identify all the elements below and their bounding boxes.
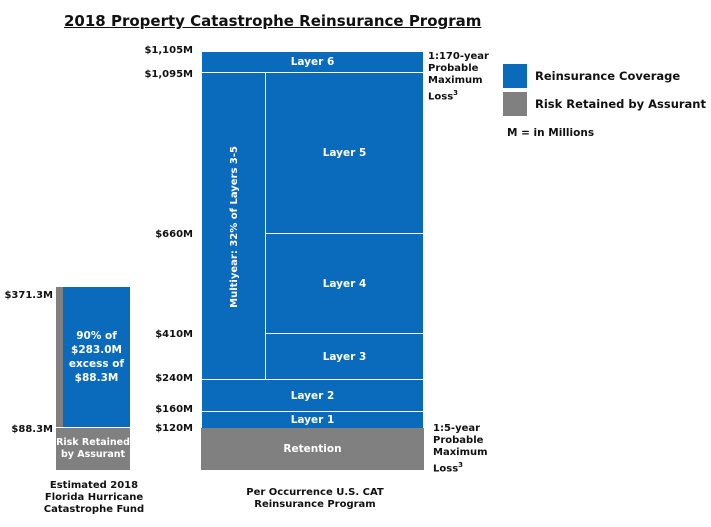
fhcf-tick-retention: $88.3M	[11, 424, 53, 435]
tick-410: $410M	[155, 329, 193, 340]
fhcf-caption: Estimated 2018 Florida Hurricane Catastr…	[38, 480, 150, 516]
fhcf-retained-line: Risk Retained	[56, 437, 130, 448]
pml-top-line: Maximum	[428, 75, 483, 86]
fhcf-caption-line: Catastrophe Fund	[43, 504, 145, 515]
pml-bottom-line: Probable	[433, 435, 484, 446]
layer-5-block: Layer 5	[265, 72, 424, 234]
layer-2-block: Layer 2	[201, 379, 424, 412]
legend-coverage-label: Reinsurance Coverage	[535, 69, 681, 83]
tick-120: $120M	[155, 423, 193, 434]
layer-3-block: Layer 3	[265, 333, 424, 380]
tick-1095: $1,095M	[144, 69, 193, 80]
layer-4-block: Layer 4	[265, 233, 424, 334]
fhcf-tick-top: $371.3M	[4, 290, 53, 301]
pml-bottom-line: Maximum	[433, 447, 488, 458]
pml-top-line: Loss	[428, 91, 454, 103]
layer-1-block: Layer 1	[201, 411, 424, 429]
tick-160: $160M	[155, 404, 193, 415]
multiyear-label: Multiyear: 32% of Layers 3-5	[229, 146, 240, 308]
legend-units-note: M = in Millions	[507, 127, 595, 139]
program-caption-line: Reinsurance Program	[254, 499, 376, 510]
fhcf-coverage-line: excess of	[68, 358, 125, 370]
pml-top-note: 1:170-year Probable Maximum Loss3	[428, 51, 489, 103]
fhcf-coverage-line: 90% of	[76, 330, 117, 342]
fhcf-caption-line: Florida Hurricane	[44, 492, 144, 503]
legend-retained-swatch	[503, 92, 527, 116]
pml-bottom-footnote: 3	[458, 461, 464, 469]
fhcf-coverage-line: $283.0M	[71, 344, 122, 356]
legend-coverage-swatch	[503, 64, 527, 88]
pml-top-footnote: 3	[453, 89, 459, 97]
program-caption-line: Per Occurrence U.S. CAT	[246, 487, 384, 498]
layer-6-block: Layer 6	[201, 51, 424, 73]
retention-block: Retention	[201, 428, 424, 470]
pml-bottom-line: Loss	[433, 463, 459, 475]
tick-240: $240M	[155, 373, 193, 384]
pml-bottom-note: 1:5-year Probable Maximum Loss3	[433, 423, 488, 475]
fhcf-coverage-line: $88.3M	[74, 372, 119, 384]
pml-bottom-line: 1:5-year	[433, 423, 481, 434]
tick-660: $660M	[155, 229, 193, 240]
pml-top-line: Probable	[428, 63, 479, 74]
page-title: 2018 Property Catastrophe Reinsurance Pr…	[64, 12, 482, 30]
fhcf-retained-line: by Assurant	[60, 449, 126, 460]
legend-retained-label: Risk Retained by Assurant	[535, 97, 706, 111]
multiyear-block: Multiyear: 32% of Layers 3-5	[201, 72, 268, 382]
fhcf-coinsurance-strip	[56, 287, 63, 427]
pml-top-line: 1:170-year	[428, 51, 489, 62]
fhcf-retained-block: Risk Retained by Assurant	[56, 428, 130, 470]
fhcf-coverage-block: 90% of $283.0M excess of $88.3M	[63, 287, 130, 427]
fhcf-caption-line: Estimated 2018	[49, 480, 139, 491]
tick-1105: $1,105M	[144, 45, 193, 56]
program-caption: Per Occurrence U.S. CAT Reinsurance Prog…	[240, 487, 390, 511]
